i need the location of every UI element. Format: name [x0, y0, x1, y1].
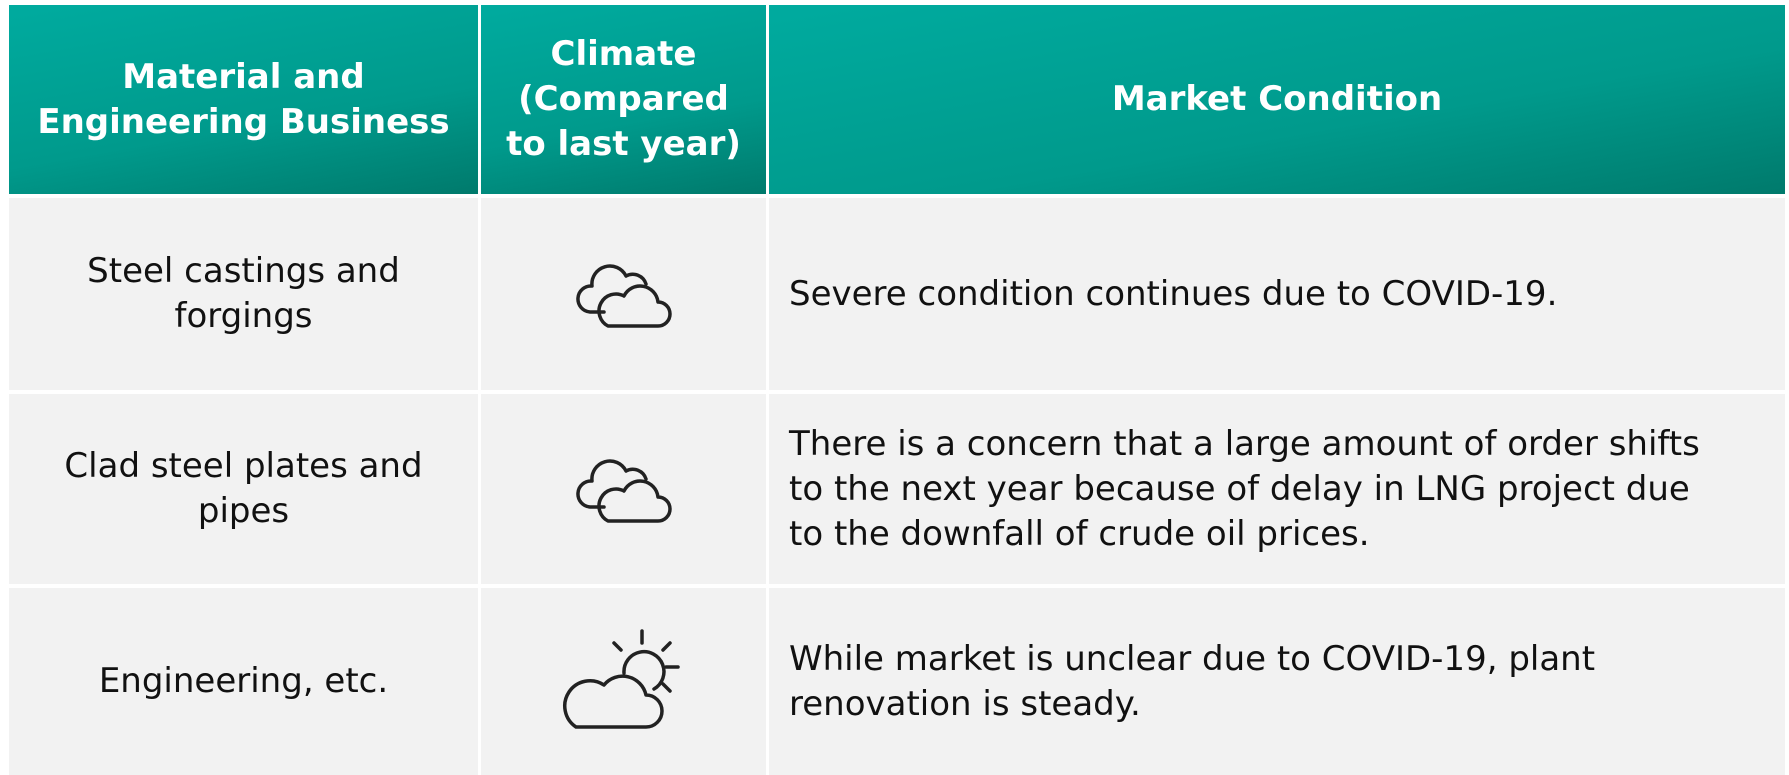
text-line: to last year)	[506, 124, 741, 164]
text-line: (Compared	[518, 79, 729, 119]
text-line: While market is unclear due to COVID-19,…	[789, 638, 1596, 679]
text-line: Climate	[550, 34, 697, 74]
text-line: to the next year because of delay in LNG…	[789, 468, 1690, 509]
text-line: Engineering Business	[37, 101, 450, 142]
partly-sunny-icon	[562, 628, 680, 729]
business-cell: Steel castings and forgings	[9, 198, 478, 390]
climate-cell	[481, 198, 766, 390]
text-line: renovation is steady.	[789, 683, 1141, 724]
condition-cell: There is a concern that a large amount o…	[769, 394, 1785, 584]
climate-cell	[481, 588, 766, 775]
business-cell: Clad steel plates and pipes	[9, 394, 478, 584]
text-line: Severe condition continues due to COVID-…	[789, 273, 1558, 314]
text-line: Material and	[122, 56, 365, 97]
condition-cell: Severe condition continues due to COVID-…	[769, 198, 1785, 390]
business-cell: Engineering, etc.	[9, 588, 478, 775]
cloudy-icon	[575, 459, 672, 523]
text-line: Market Condition	[1111, 79, 1443, 119]
text-line: There is a concern that a large amount o…	[789, 423, 1700, 464]
text-line: pipes	[197, 491, 290, 531]
text-line: Clad steel plates and	[64, 446, 423, 486]
text-line: forgings	[174, 296, 313, 336]
cloudy-icon	[575, 264, 672, 328]
text-line: Steel castings and	[87, 251, 400, 291]
condition-cell: While market is unclear due to COVID-19,…	[769, 588, 1785, 775]
header-cell: Material and Engineering Business	[9, 5, 478, 194]
text-line: to the downfall of crude oil prices.	[789, 513, 1370, 554]
header-cell: Market Condition	[769, 5, 1785, 194]
header-cell: Climate (Compared to last year)	[481, 5, 766, 194]
climate-cell	[481, 394, 766, 584]
text-line: Engineering, etc.	[98, 661, 389, 701]
